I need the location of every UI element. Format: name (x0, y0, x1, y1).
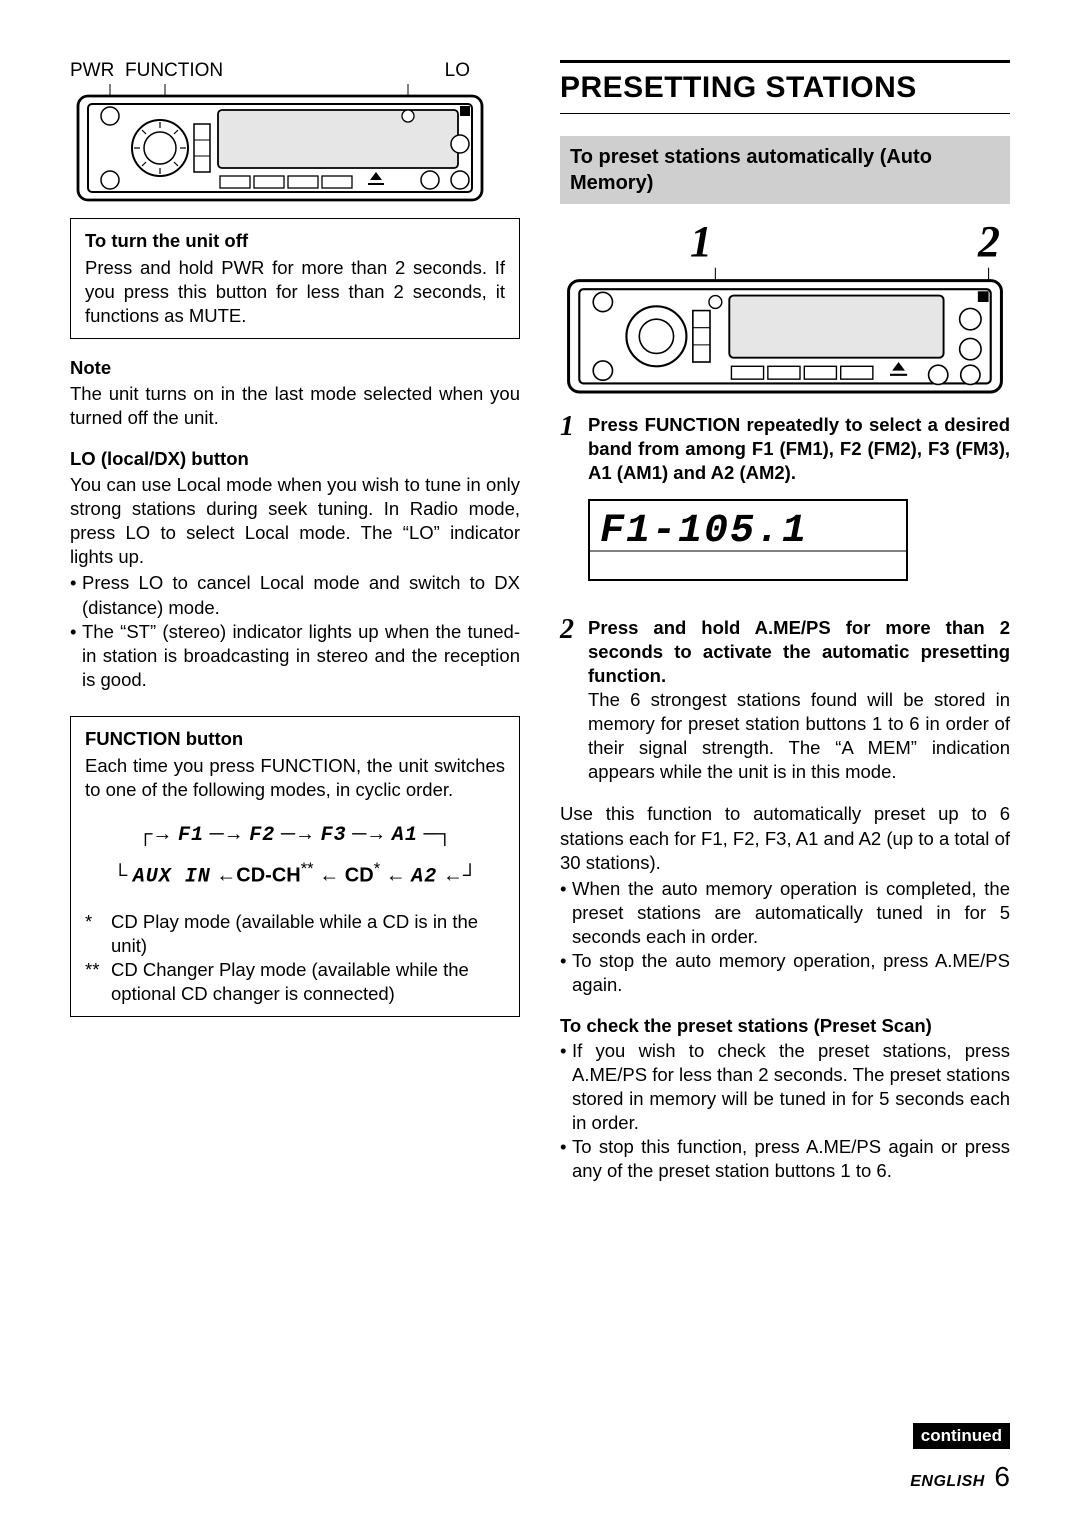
step-1: 1 Press FUNCTION repeatedly to select a … (560, 413, 1010, 485)
lcd-display: F1-105.1 (588, 499, 908, 581)
check-bullets: If you wish to check the preset stations… (560, 1039, 1010, 1183)
lo-bullet-2: The “ST” (stereo) indicator lights up wh… (70, 620, 520, 692)
usage-bullets: When the auto memory operation is comple… (560, 877, 1010, 997)
function-box-title: FUNCTION button (85, 727, 505, 751)
radio-diagram-bottom (560, 267, 1010, 397)
check-label: To check the preset stations (Preset Sca… (560, 1015, 1010, 1037)
function-cycle-diagram: ┌→ F1 ─→ F2 ─→ F3 ─→ A1 ─┐ └ AUX IN ←CD-… (85, 816, 505, 896)
usage-para: Use this function to automatically prese… (560, 802, 1010, 874)
section-subtitle: To preset stations automatically (Auto M… (560, 136, 1010, 204)
label-function: FUNCTION (125, 60, 430, 82)
power-off-title: To turn the unit off (85, 229, 505, 253)
callout-1: 1 (690, 216, 712, 267)
footer-page-number: 6 (994, 1461, 1010, 1492)
function-box-text: Each time you press FUNCTION, the unit s… (85, 754, 505, 802)
footnote-2: CD Changer Play mode (available while th… (111, 958, 505, 1006)
step-1-text: Press FUNCTION repeatedly to select a de… (588, 414, 1010, 483)
note-text: The unit turns on in the last mode selec… (70, 382, 520, 430)
check-bullet-1: If you wish to check the preset stations… (560, 1039, 1010, 1135)
continued-badge: continued (913, 1423, 1010, 1449)
lo-text: You can use Local mode when you wish to … (70, 473, 520, 569)
callout-2: 2 (978, 216, 1000, 267)
diagram-labels: PWR FUNCTION LO (70, 60, 520, 82)
step-2-bold: Press and hold A.ME/PS for more than 2 s… (588, 617, 1010, 686)
power-off-box: To turn the unit off Press and hold PWR … (70, 218, 520, 339)
lo-bullets: Press LO to cancel Local mode and switch… (70, 571, 520, 691)
label-pwr: PWR (70, 60, 125, 82)
step-1-number: 1 (560, 413, 588, 485)
step-2-number: 2 (560, 616, 588, 784)
left-column: PWR FUNCTION LO (70, 60, 520, 1423)
radio-diagram-top (70, 84, 490, 204)
manual-page: PWR FUNCTION LO (0, 0, 1080, 1533)
footnote-1: CD Play mode (available while a CD is in… (111, 910, 505, 958)
footer-language: ENGLISH (910, 1473, 985, 1490)
step-2-para: The 6 strongest stations found will be s… (588, 689, 1010, 782)
function-footnotes: *CD Play mode (available while a CD is i… (85, 910, 505, 1006)
power-off-text: Press and hold PWR for more than 2 secon… (85, 256, 505, 328)
step-2: 2 Press and hold A.ME/PS for more than 2… (560, 616, 1010, 784)
page-footer: continued ENGLISH 6 (70, 1423, 1010, 1493)
note-label: Note (70, 357, 520, 379)
right-column: PRESETTING STATIONS To preset stations a… (560, 60, 1010, 1423)
footer-line: ENGLISH 6 (910, 1461, 1010, 1493)
columns: PWR FUNCTION LO (70, 60, 1010, 1423)
usage-bullet-2: To stop the auto memory operation, press… (560, 949, 1010, 997)
callout-numbers: 1 2 (560, 216, 1010, 267)
usage-bullet-1: When the auto memory operation is comple… (560, 877, 1010, 949)
check-bullet-2: To stop this function, press A.ME/PS aga… (560, 1135, 1010, 1183)
lo-bullet-1: Press LO to cancel Local mode and switch… (70, 571, 520, 619)
label-lo: LO (430, 60, 470, 82)
lo-label: LO (local/DX) button (70, 448, 520, 470)
svg-text:F1-105.1: F1-105.1 (600, 509, 808, 554)
section-title: PRESETTING STATIONS (560, 60, 1010, 114)
function-box: FUNCTION button Each time you press FUNC… (70, 716, 520, 1017)
